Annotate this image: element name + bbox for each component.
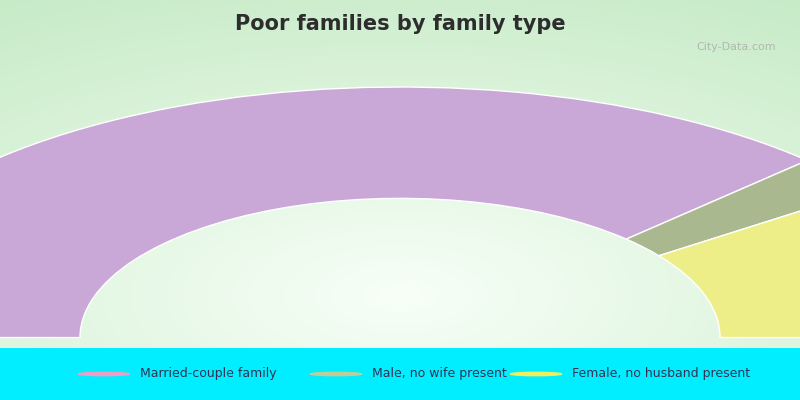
Wedge shape — [659, 190, 800, 338]
Circle shape — [310, 372, 362, 376]
Text: Male, no wife present: Male, no wife present — [372, 368, 506, 380]
Wedge shape — [0, 87, 800, 338]
Circle shape — [78, 372, 130, 376]
Text: Female, no husband present: Female, no husband present — [572, 368, 750, 380]
Wedge shape — [626, 160, 800, 256]
Text: City-Data.com: City-Data.com — [696, 42, 776, 52]
Text: Married-couple family: Married-couple family — [140, 368, 277, 380]
Text: Poor families by family type: Poor families by family type — [234, 14, 566, 34]
Circle shape — [510, 372, 562, 376]
